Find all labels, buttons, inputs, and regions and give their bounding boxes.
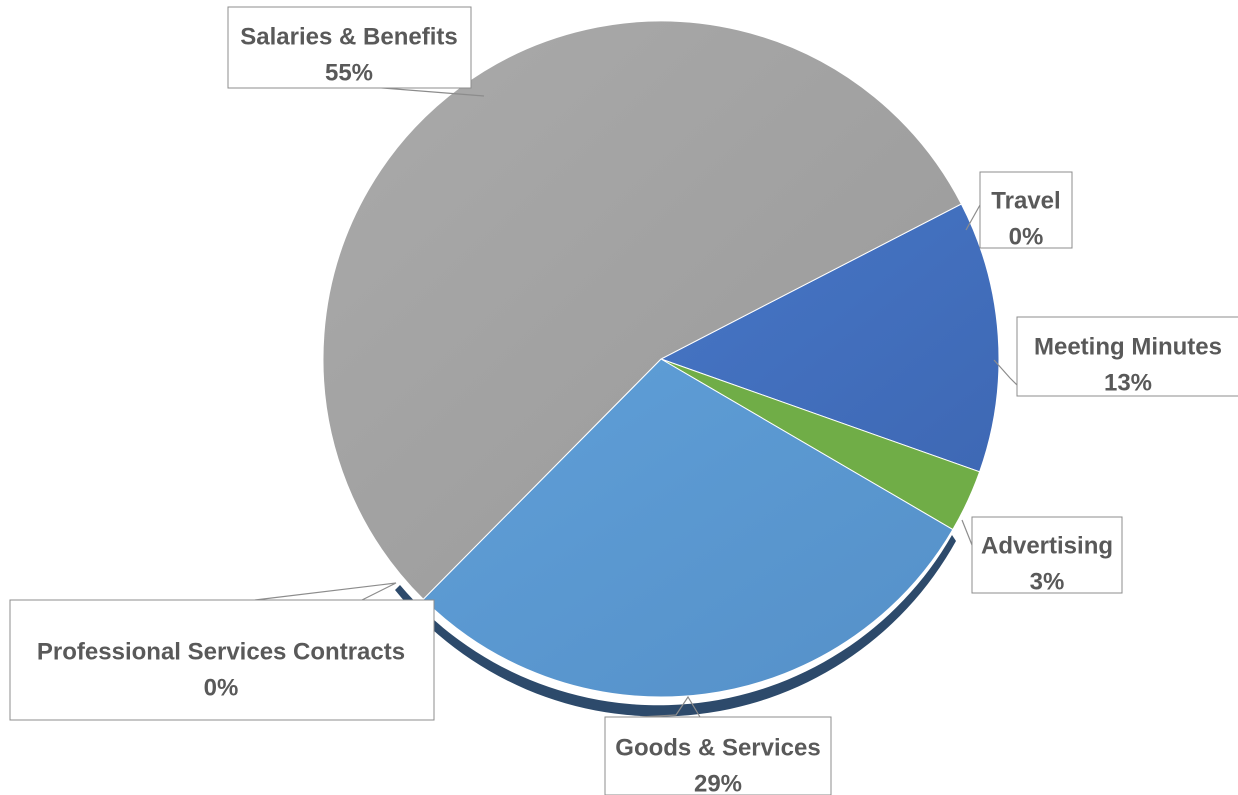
data-label-box <box>1016 316 1238 397</box>
data-label-professional-services-contracts: Professional Services Contracts 0% <box>9 599 435 721</box>
slice-percent-label: 0% <box>1009 224 1044 251</box>
slice-percent-label: 13% <box>1104 370 1152 397</box>
slice-name-label: Travel <box>991 188 1060 215</box>
pie-slice-goods-and-services <box>422 358 954 698</box>
leader-line-travel <box>965 204 981 231</box>
data-label-goods-and-services: Goods & Services 29% <box>604 716 832 795</box>
data-label-box <box>227 6 472 89</box>
pie-slice-meeting-minutes <box>659 203 1000 473</box>
leader-line-advertising <box>961 519 973 546</box>
data-labels: Travel 0% Meeting Minutes 13% Advertising 3% G… <box>9 6 1238 795</box>
slice-name-label: Professional Services Contracts <box>37 639 405 666</box>
data-label-box <box>9 599 435 721</box>
slice-name-label: Goods & Services <box>615 735 820 762</box>
slice-name-label: Salaries & Benefits <box>240 24 457 51</box>
leader-line-professional-services-contracts <box>254 582 397 601</box>
data-label-box <box>604 716 832 795</box>
data-label-advertising: Advertising 3% <box>971 516 1123 596</box>
pie-slices <box>322 20 1000 698</box>
slice-name-label: Advertising <box>981 533 1113 560</box>
data-label-box <box>979 171 1073 249</box>
leader-line-goods-and-services <box>639 695 701 718</box>
leader-line-meeting-minutes <box>993 359 1018 386</box>
pie-depth-edge <box>395 535 956 717</box>
slice-percent-label: 29% <box>694 771 742 795</box>
data-label-salaries-and-benefits: Salaries & Benefits 55% <box>227 6 472 89</box>
slice-percent-label: 3% <box>1030 569 1065 596</box>
data-label-travel: Travel 0% <box>979 171 1073 251</box>
data-label-box <box>971 516 1123 594</box>
slice-name-label: Meeting Minutes <box>1034 334 1222 361</box>
data-label-meeting-minutes: Meeting Minutes 13% <box>1016 316 1238 397</box>
slice-percent-label: 55% <box>325 60 373 87</box>
slice-percent-label: 0% <box>204 675 239 702</box>
